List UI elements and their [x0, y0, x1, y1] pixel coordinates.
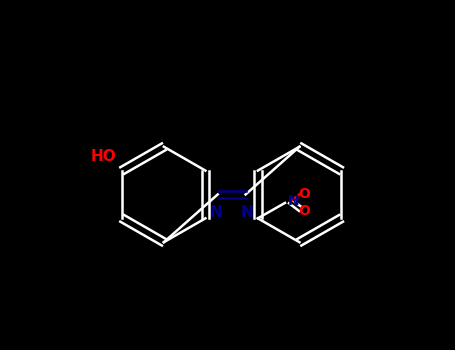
Text: N: N	[241, 205, 253, 220]
Text: O: O	[298, 204, 310, 218]
Text: N: N	[287, 194, 299, 208]
Text: O: O	[298, 187, 310, 201]
Text: N: N	[210, 205, 222, 220]
Text: HO: HO	[90, 149, 116, 164]
